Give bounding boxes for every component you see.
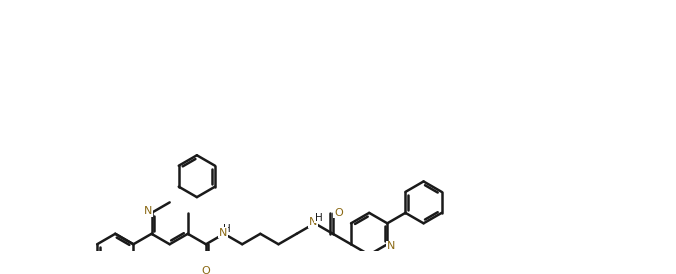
Text: O: O xyxy=(334,208,343,218)
Text: O: O xyxy=(201,266,210,274)
Text: N: N xyxy=(144,206,152,216)
Text: N: N xyxy=(309,217,317,227)
Text: N: N xyxy=(219,228,227,238)
Text: H: H xyxy=(223,224,231,234)
Text: N: N xyxy=(387,241,395,251)
Text: H: H xyxy=(314,213,322,223)
